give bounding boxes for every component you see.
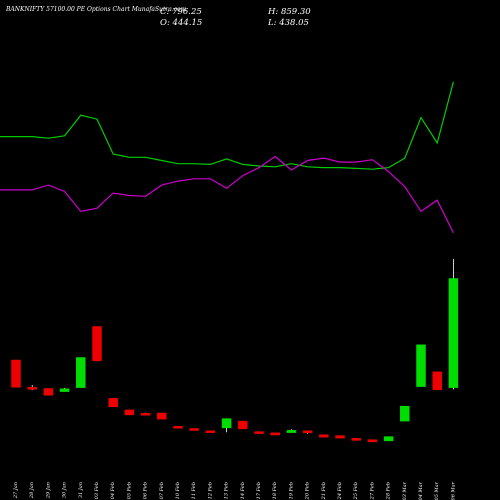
candle-body — [302, 430, 313, 434]
candle-body — [432, 371, 442, 391]
candle — [351, 438, 361, 441]
x-tick-label: 05 Mar — [434, 481, 440, 500]
x-tick-label: 27 Feb — [369, 482, 375, 500]
candle — [400, 405, 410, 422]
candle-body — [205, 430, 216, 433]
candle-body — [335, 435, 345, 439]
x-tick-label: 28 Jan — [29, 482, 35, 499]
x-tick-label: 25 Feb — [353, 482, 359, 500]
candle-body — [140, 413, 151, 416]
x-tick-label: 28 Feb — [386, 482, 392, 500]
candle — [254, 431, 264, 434]
candle — [59, 387, 70, 392]
candle — [108, 398, 118, 408]
x-tick-label: 21 Feb — [321, 482, 327, 500]
candle — [432, 371, 442, 391]
x-tick-label: 17 Feb — [256, 482, 262, 499]
high-value: H: 859.30 — [268, 7, 311, 17]
x-tick-label: 07 Feb — [159, 482, 165, 499]
candle-body — [43, 388, 54, 396]
candle — [43, 388, 54, 396]
candle-body — [108, 398, 118, 408]
candle — [286, 429, 297, 433]
candle-body — [11, 359, 21, 388]
x-tick-label: 11 Feb — [191, 482, 197, 499]
x-tick-label: 30 Jan — [62, 482, 68, 498]
x-tick-label: 12 Feb — [207, 482, 213, 499]
candle-body — [351, 438, 361, 441]
candle — [319, 434, 329, 438]
candle-body — [270, 432, 280, 436]
candle — [221, 418, 232, 433]
magenta-indicator-line — [0, 155, 454, 234]
candle — [76, 357, 86, 388]
candle-body — [124, 409, 135, 416]
candle-body — [286, 430, 297, 433]
candle-body — [76, 357, 86, 388]
low-value: L: 438.05 — [268, 18, 309, 28]
candle — [302, 430, 313, 434]
candle-body — [59, 388, 70, 392]
candle — [140, 412, 151, 416]
candle — [205, 430, 216, 433]
candle — [335, 435, 345, 439]
candle-body — [238, 420, 248, 430]
x-tick-label: 04 Mar — [418, 481, 424, 500]
candle — [238, 420, 248, 430]
x-tick-label: 19 Feb — [288, 482, 294, 499]
candle-body — [254, 431, 264, 434]
candle-body — [319, 434, 329, 438]
x-tick-label: 18 Feb — [272, 482, 278, 499]
x-tick-label: 13 Feb — [224, 482, 230, 499]
open-value: O: 444.15 — [160, 18, 203, 28]
candles — [11, 258, 459, 443]
x-tick-label: 05 Feb — [126, 482, 132, 499]
x-tick-label: 04 Feb — [110, 482, 116, 499]
candle — [173, 426, 183, 429]
candle — [448, 258, 459, 390]
candle — [270, 432, 280, 436]
candle — [157, 412, 167, 420]
candle-body — [416, 344, 426, 387]
indicator-lines — [0, 81, 454, 234]
x-tick-label: 06 Feb — [143, 482, 149, 499]
candle — [189, 428, 199, 431]
x-tick-label: 24 Feb — [337, 482, 343, 500]
candle-body — [367, 439, 378, 443]
candle-body — [383, 436, 394, 442]
close-value: C: 796.25 — [160, 7, 202, 17]
candle-body — [173, 426, 183, 429]
candle-body — [448, 278, 459, 388]
x-tick-label: 14 Feb — [240, 482, 246, 499]
x-axis: 27 Jan 28 Jan 29 Jan 30 Jan 31 Jan 03 Feb 04 F… — [13, 481, 456, 500]
candle-body — [400, 405, 410, 422]
candle-body — [92, 326, 102, 362]
candle-body — [157, 412, 167, 420]
candle — [11, 359, 21, 388]
candle — [383, 436, 394, 442]
candle — [124, 409, 135, 416]
x-tick-label: 27 Jan — [13, 482, 19, 499]
candle — [92, 326, 102, 362]
chart-title: BANKNIFTY 57100.00 PE Options Chart Muna… — [6, 6, 187, 13]
candle — [27, 385, 37, 391]
x-tick-label: 03 Feb — [94, 482, 100, 499]
green-indicator-line — [0, 81, 454, 170]
x-tick-label: 10 Feb — [175, 482, 181, 499]
candle — [367, 439, 378, 443]
candle — [416, 344, 426, 387]
x-tick-label: 06 Mar — [450, 481, 456, 500]
candle-body — [221, 418, 232, 429]
x-tick-label: 03 Mar — [402, 481, 408, 500]
x-tick-label: 29 Jan — [45, 482, 51, 499]
candle-body — [189, 428, 199, 431]
x-tick-label: 31 Jan — [78, 482, 84, 498]
candle-body — [27, 387, 37, 390]
x-tick-label: 20 Feb — [305, 482, 311, 500]
